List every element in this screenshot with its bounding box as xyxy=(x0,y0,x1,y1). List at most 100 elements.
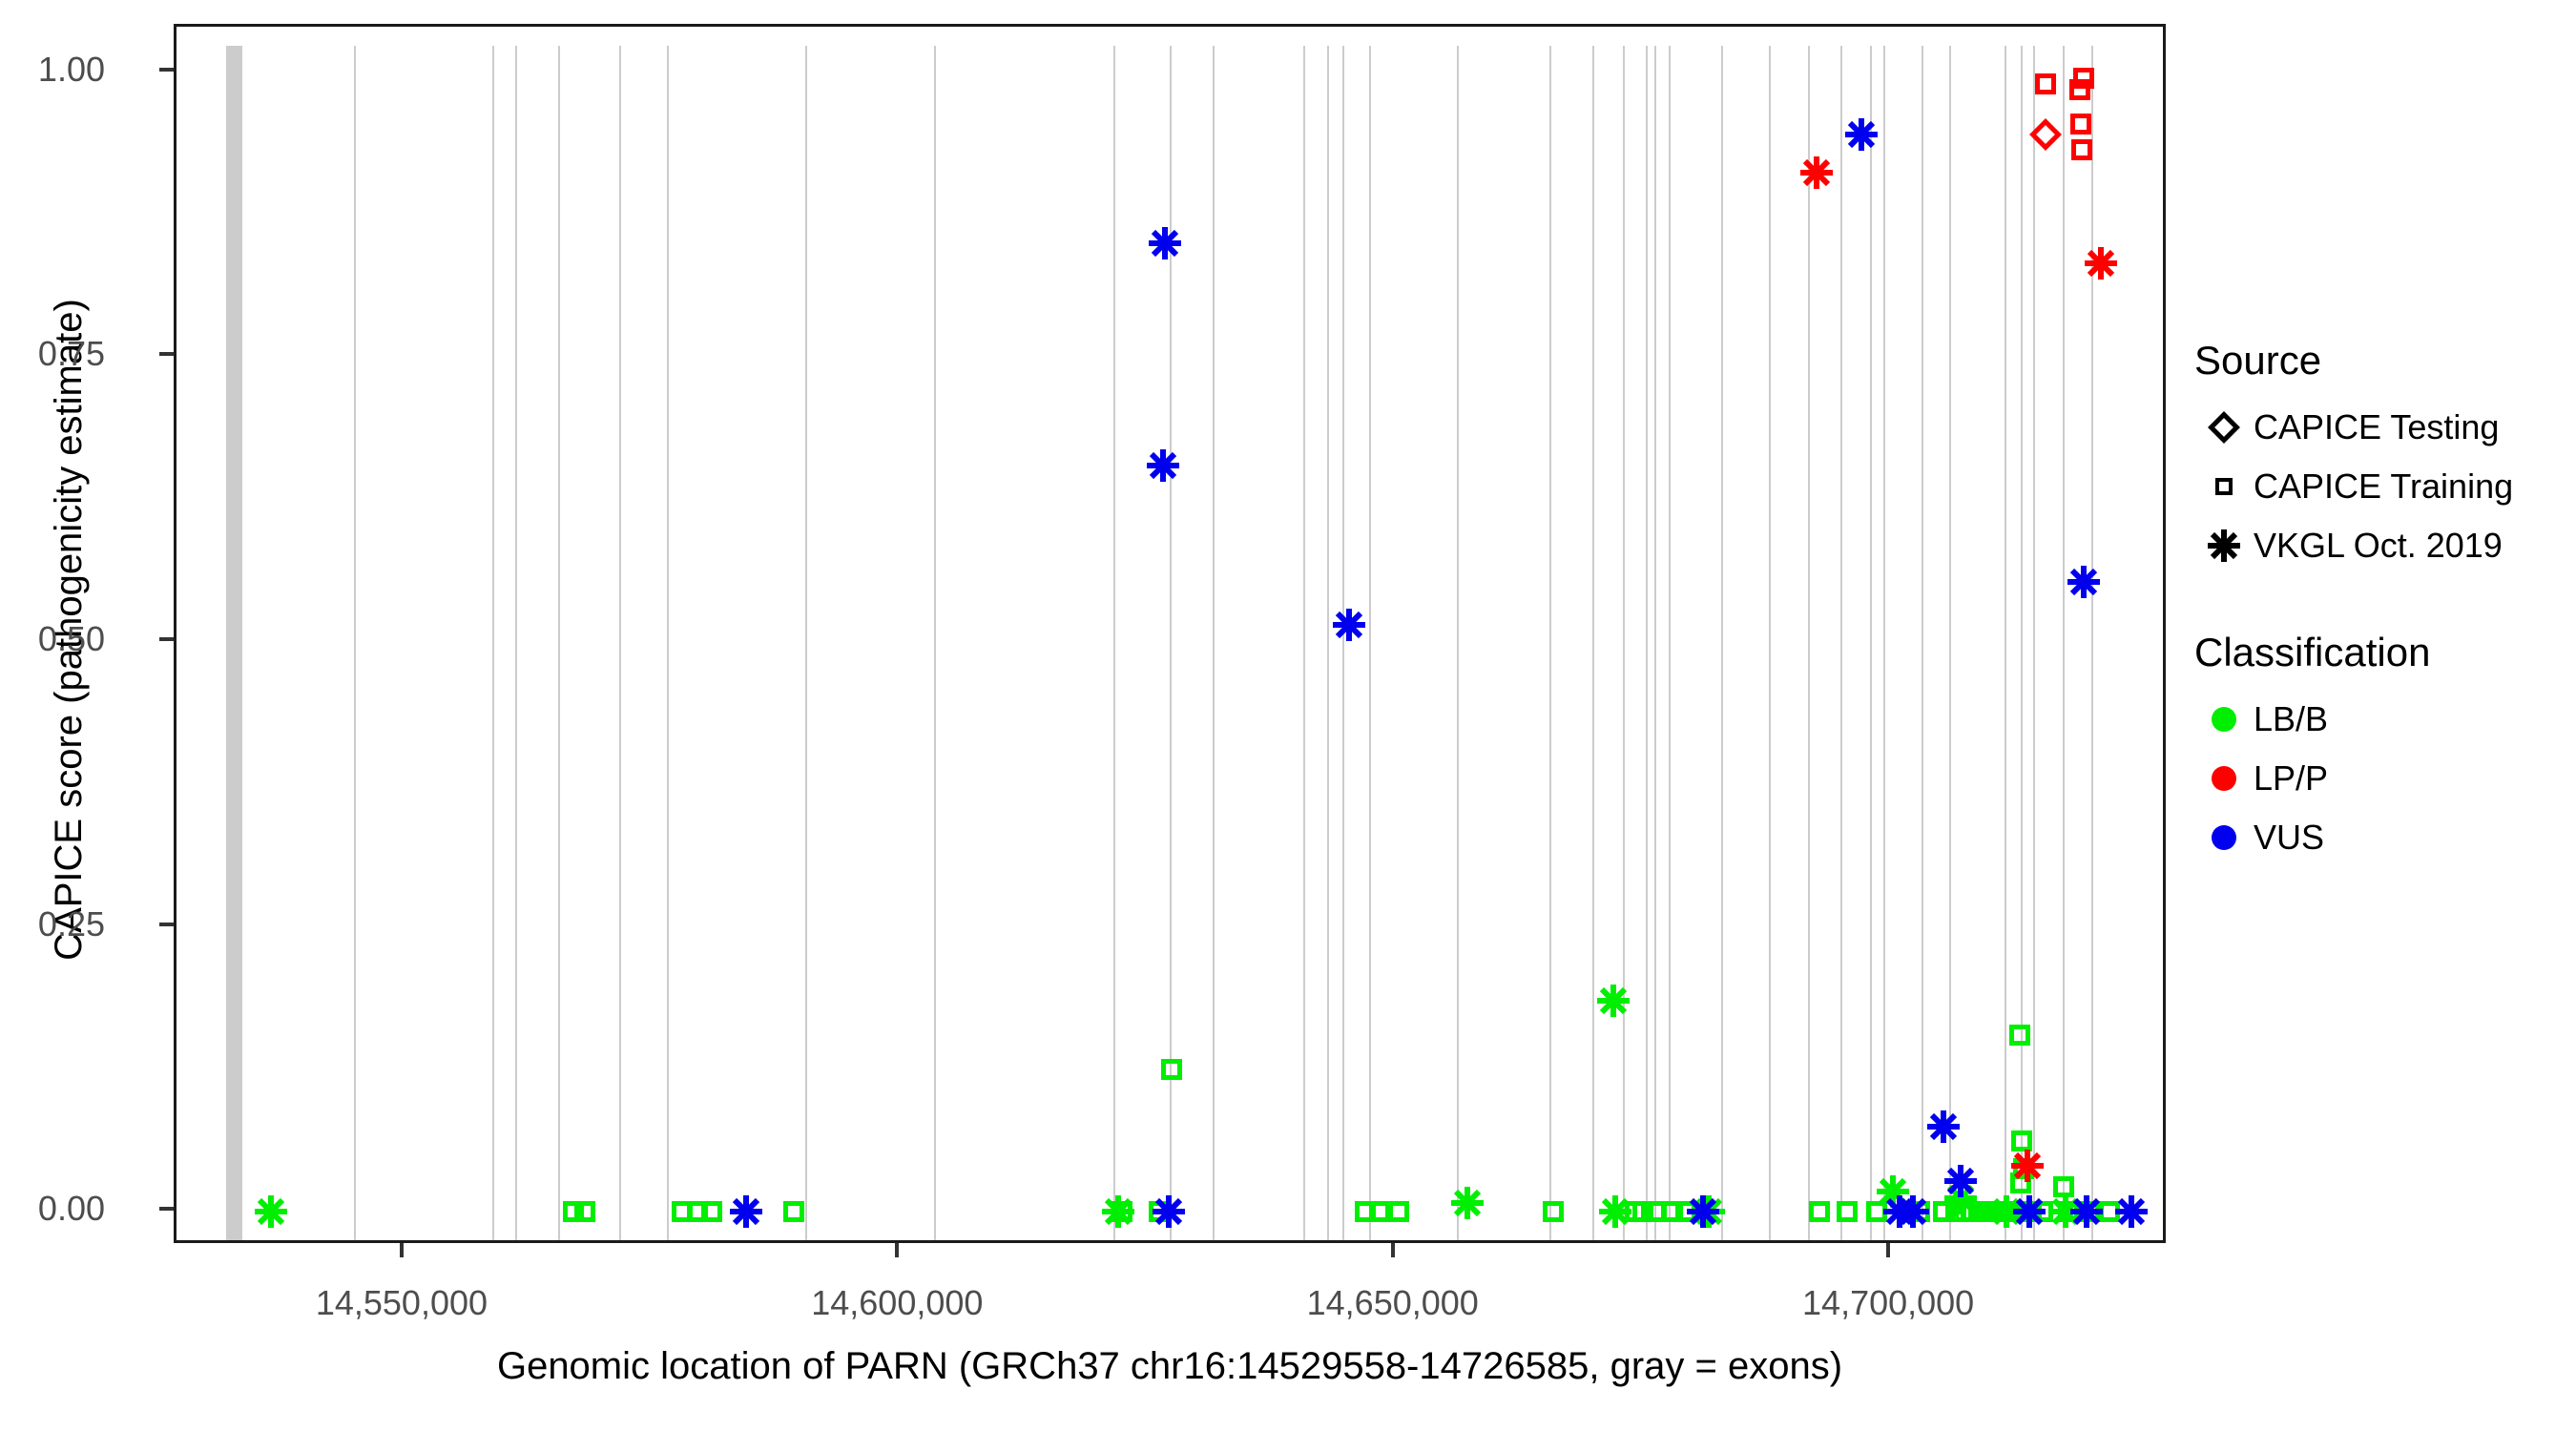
data-point-square xyxy=(1995,1201,2017,1223)
data-point-square xyxy=(562,1201,584,1223)
data-point-asterisk xyxy=(1599,1195,1632,1229)
data-point-square xyxy=(1961,1201,1983,1223)
data-point-asterisk xyxy=(2114,1195,2148,1229)
data-point-square xyxy=(1693,1201,1715,1223)
exon-gridline xyxy=(1653,46,1656,1240)
data-point-asterisk xyxy=(2011,1150,2045,1183)
data-point-square xyxy=(2069,113,2091,135)
exon-gridline xyxy=(353,46,356,1240)
exon-gridline xyxy=(1840,46,1843,1240)
data-point-square xyxy=(2035,73,2057,94)
x-tick-mark xyxy=(399,1243,404,1257)
exon-gridline xyxy=(1548,46,1551,1240)
exon-gridline xyxy=(2090,46,2093,1240)
data-point-asterisk xyxy=(1877,1174,1910,1208)
exon-gridline xyxy=(2021,46,2024,1240)
data-point-asterisk xyxy=(1883,1195,1917,1229)
y-tick-mark xyxy=(159,636,174,641)
y-tick-label: 0.00 xyxy=(37,1189,105,1229)
legend-item-lbb[interactable]: LB/B xyxy=(2194,690,2576,749)
exon-gridline xyxy=(1341,46,1344,1240)
data-point-square xyxy=(1354,1201,1376,1223)
data-point-square xyxy=(2008,1201,2030,1223)
exon-gridline xyxy=(1769,46,1772,1240)
legend-item-capice-testing[interactable]: CAPICE Testing xyxy=(2194,398,2576,457)
y-tick-label: 1.00 xyxy=(37,49,105,89)
legend-item-lpp[interactable]: LP/P xyxy=(2194,749,2576,808)
legend-label-capice-training: CAPICE Training xyxy=(2254,467,2514,507)
x-tick-mark xyxy=(895,1243,900,1257)
data-point-square xyxy=(1809,1201,1831,1223)
data-point-asterisk xyxy=(1989,1195,2023,1229)
data-point-square xyxy=(1661,1201,1683,1223)
data-point-square xyxy=(687,1201,709,1223)
exon-gridline xyxy=(515,46,518,1240)
legend-title-classification: Classification xyxy=(2194,630,2431,675)
legend-title-source: Source xyxy=(2194,338,2322,383)
data-point-asterisk xyxy=(1101,1195,1134,1229)
data-point-asterisk xyxy=(730,1195,763,1229)
exon-gridline xyxy=(1922,46,1924,1240)
data-point-asterisk xyxy=(1152,1195,1185,1229)
exon-gridline xyxy=(1457,46,1460,1240)
capice-testing-marker-icon xyxy=(2194,398,2254,457)
exon-gridline xyxy=(1169,46,1172,1240)
legend-label-capice-testing: CAPICE Testing xyxy=(2254,407,2500,447)
data-point-asterisk xyxy=(2067,565,2100,598)
exon-gridline xyxy=(1368,46,1371,1240)
x-tick-mark xyxy=(1390,1243,1395,1257)
data-point-square xyxy=(2068,78,2090,100)
capice-training-marker-icon xyxy=(2194,457,2254,516)
legend-group-source: Source CAPICE Testing CAPICE Training VK… xyxy=(2194,338,2576,575)
data-point-asterisk xyxy=(1686,1195,1719,1229)
y-tick-mark xyxy=(159,67,174,72)
legend-label-lbb: LB/B xyxy=(2254,699,2329,739)
data-point-asterisk xyxy=(1597,985,1631,1018)
legend-item-capice-training[interactable]: CAPICE Training xyxy=(2194,457,2576,516)
y-tick-label: 0.50 xyxy=(37,618,105,658)
data-point-asterisk xyxy=(1450,1186,1484,1219)
legend-item-vus[interactable]: VUS xyxy=(2194,808,2576,867)
legend-item-vkgl[interactable]: VKGL Oct. 2019 xyxy=(2194,516,2576,575)
data-point-square xyxy=(1149,1201,1171,1223)
data-point-asterisk xyxy=(1148,226,1181,259)
legend-label-lpp: LP/P xyxy=(2254,758,2329,798)
data-point-square xyxy=(2098,1201,2120,1223)
data-point-square xyxy=(1988,1201,2010,1223)
exon-gridline xyxy=(1645,46,1648,1240)
exon-gridline xyxy=(1669,46,1672,1240)
exon-gridline xyxy=(1807,46,1810,1240)
exon-gridline xyxy=(933,46,936,1240)
data-point-asterisk xyxy=(1800,156,1834,189)
data-point-square xyxy=(1974,1201,1996,1223)
y-tick-mark xyxy=(159,922,174,926)
data-point-square xyxy=(2032,1201,2054,1223)
exon-gridline xyxy=(2004,46,2006,1240)
exon-gridline xyxy=(2032,46,2035,1240)
data-point-square xyxy=(1369,1201,1391,1223)
data-point-asterisk xyxy=(1332,609,1365,642)
vus-color-swatch-icon xyxy=(2194,808,2254,867)
data-point-square xyxy=(1632,1201,1654,1223)
data-point-square xyxy=(1982,1201,2004,1223)
exon-gridline xyxy=(1622,46,1625,1240)
data-point-square xyxy=(1967,1201,1989,1223)
data-point-square xyxy=(1944,1201,1966,1223)
data-point-square xyxy=(1954,1201,1975,1223)
plot-panel xyxy=(174,24,2166,1243)
exon-bar xyxy=(225,46,242,1240)
data-point-square xyxy=(1160,1058,1182,1080)
data-point-square xyxy=(1675,1201,1697,1223)
exon-gridline xyxy=(1721,46,1724,1240)
data-point-square xyxy=(700,1201,722,1223)
exon-gridline xyxy=(1882,46,1885,1240)
data-point-asterisk xyxy=(1146,448,1179,482)
exon-gridline xyxy=(1870,46,1873,1240)
legend-label-vkgl: VKGL Oct. 2019 xyxy=(2254,526,2503,566)
data-point-asterisk xyxy=(2085,247,2118,280)
data-point-square xyxy=(2058,1201,2080,1223)
exon-gridline xyxy=(1592,46,1595,1240)
x-axis-title: Genomic location of PARN (GRCh37 chr16:1… xyxy=(496,1345,1843,1387)
data-point-asterisk xyxy=(2069,1195,2103,1229)
